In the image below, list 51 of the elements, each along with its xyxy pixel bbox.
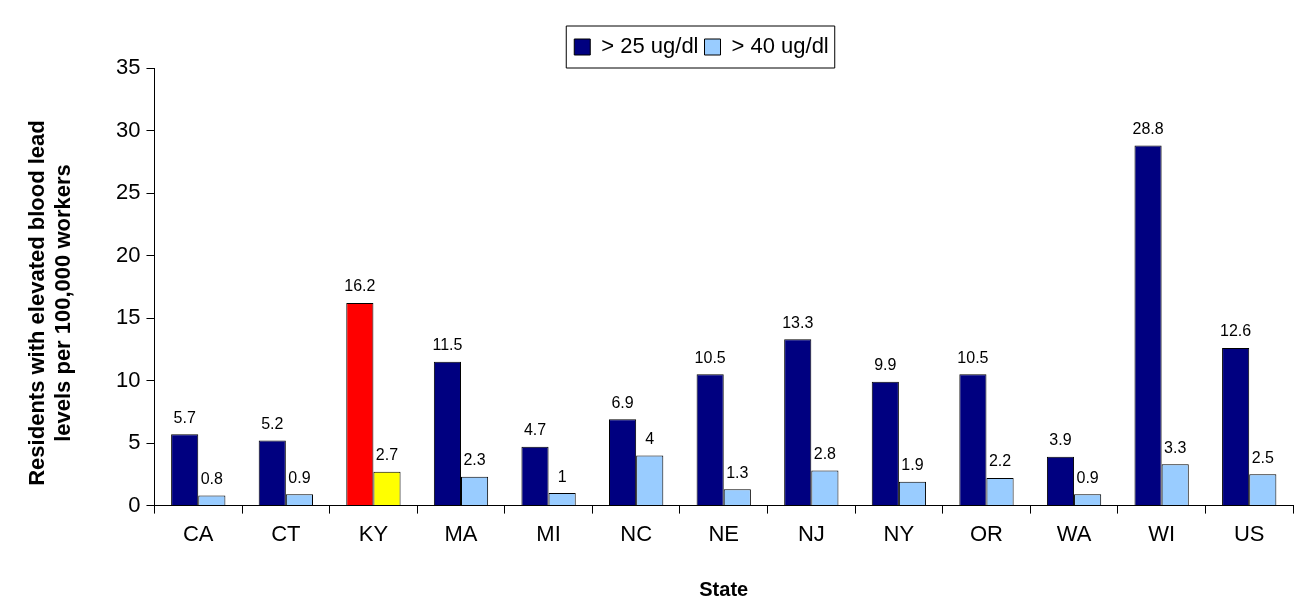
y-tick-label: 25: [115, 179, 141, 205]
x-tick-label: WI: [1148, 520, 1176, 546]
x-tick-label: NY: [883, 520, 915, 546]
data-label: 1.3: [726, 463, 749, 481]
x-tick-label: WA: [1056, 520, 1092, 546]
x-tick-label: OR: [969, 520, 1003, 546]
data-label: 2.7: [375, 446, 399, 464]
data-label: 28.8: [1132, 119, 1164, 137]
y-tick-label: 35: [115, 54, 141, 80]
x-tick-label: NC: [620, 520, 653, 546]
data-label: 3.3: [1164, 438, 1187, 456]
data-label: 12.6: [1220, 322, 1252, 340]
x-tick-label: CT: [271, 520, 301, 546]
y-tick-label: 0: [128, 491, 141, 517]
y-axis-title: Residents with elevated blood lead levels per 100,000 workers: [23, 119, 76, 488]
legend-label: > 40 ug/dl: [731, 33, 829, 59]
y-tick-label: 10: [115, 366, 141, 392]
x-axis-title: State: [699, 577, 749, 600]
x-tick-label: MA: [444, 520, 478, 546]
data-label: 4: [645, 429, 655, 447]
data-label: 0.9: [1076, 468, 1099, 486]
x-tick-label: MI: [536, 520, 561, 546]
x-tick-label: NE: [708, 520, 740, 546]
data-label: 6.9: [611, 393, 634, 411]
data-label: 4.7: [523, 421, 547, 439]
data-label: 10.5: [957, 348, 989, 366]
x-tick-label: KY: [358, 520, 389, 546]
data-label: 0.8: [200, 470, 224, 487]
data-label: 16.2: [344, 277, 376, 295]
data-label: 0.9: [288, 468, 311, 486]
data-label: 3.9: [1049, 431, 1072, 449]
legend-label: > 25 ug/dl: [601, 33, 699, 59]
y-tick-label: 5: [128, 429, 141, 455]
data-label: 5.2: [261, 414, 284, 432]
data-label: 1: [557, 467, 567, 485]
x-tick-label: NJ: [797, 520, 825, 546]
y-tick-label: 20: [115, 241, 141, 267]
data-label: 2.5: [1251, 448, 1274, 466]
data-label: 13.3: [782, 313, 814, 331]
y-tick-label: 30: [115, 116, 141, 142]
data-label: 1.9: [901, 456, 924, 474]
data-label: 5.7: [173, 408, 196, 426]
data-label: 10.5: [694, 348, 726, 366]
x-tick-label: CA: [182, 520, 214, 546]
data-label: 2.3: [463, 451, 486, 469]
data-label: 2.2: [988, 452, 1012, 470]
data-label: 2.8: [813, 445, 837, 462]
data-label: 11.5: [432, 336, 463, 354]
data-label: 9.9: [874, 356, 897, 374]
x-tick-label: US: [1233, 520, 1265, 546]
y-tick-label: 15: [115, 304, 141, 330]
